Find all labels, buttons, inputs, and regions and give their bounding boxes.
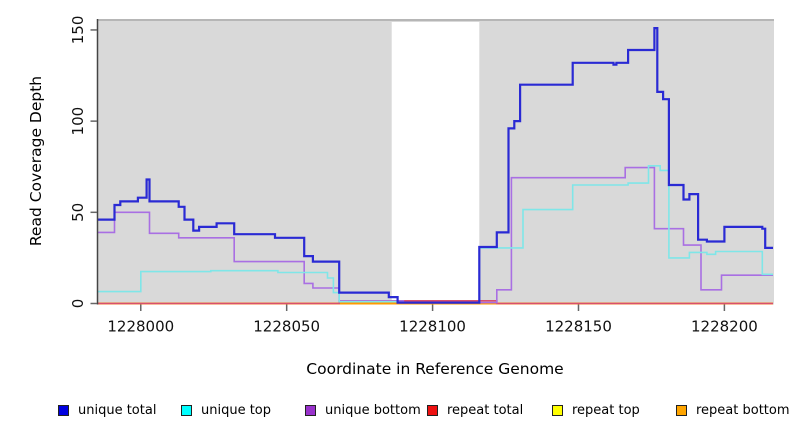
x-axis-title: Coordinate in Reference Genome xyxy=(306,360,564,378)
legend-item-repeat-top: repeat top xyxy=(552,402,640,418)
x-tick-label: 1228000 xyxy=(107,318,174,336)
legend-label: unique top xyxy=(201,402,272,418)
axis-ticks xyxy=(90,29,726,311)
y-tick-label: 100 xyxy=(69,107,87,136)
legend-item-unique-top: unique top xyxy=(181,402,272,418)
y-axis-title: Read Coverage Depth xyxy=(27,75,45,247)
x-tick-label: 1228200 xyxy=(691,318,758,336)
y-tick-label: 50 xyxy=(69,203,87,222)
x-tick-label: 1228100 xyxy=(399,318,466,336)
series-lines xyxy=(97,27,773,305)
series-unique-top xyxy=(97,165,773,304)
legend-item-repeat-total: repeat total xyxy=(427,402,524,418)
legend-swatch-unique-total xyxy=(58,404,69,416)
y-tick-label: 150 xyxy=(69,16,87,45)
legend-label: repeat total xyxy=(447,402,524,418)
legend-swatch-unique-top xyxy=(181,404,192,416)
axis-tick-labels: 1228000 1228050 1228100 1228150 1228200 0 50 10… xyxy=(69,16,758,336)
uncovered-gap-region xyxy=(391,22,480,305)
legend-label: repeat top xyxy=(572,402,640,418)
x-tick-label: 1228050 xyxy=(253,318,320,336)
series-unique-total xyxy=(97,27,773,304)
legend-swatch-unique-bottom xyxy=(305,404,316,416)
y-tick-label: 0 xyxy=(69,299,87,309)
legend-swatch-repeat-bottom xyxy=(676,404,687,416)
legend-swatch-repeat-top xyxy=(552,404,563,416)
legend-swatch-repeat-total xyxy=(427,404,438,416)
legend-item-unique-total: unique total xyxy=(58,402,157,418)
series-repeat-total xyxy=(97,300,773,305)
legend-label: unique bottom xyxy=(325,402,421,418)
legend-label: repeat bottom xyxy=(696,402,790,418)
legend-item-unique-bottom: unique bottom xyxy=(305,402,421,418)
x-tick-label: 1228150 xyxy=(545,318,612,336)
legend-item-repeat-bottom: repeat bottom xyxy=(676,402,790,418)
legend-label: unique total xyxy=(78,402,157,418)
